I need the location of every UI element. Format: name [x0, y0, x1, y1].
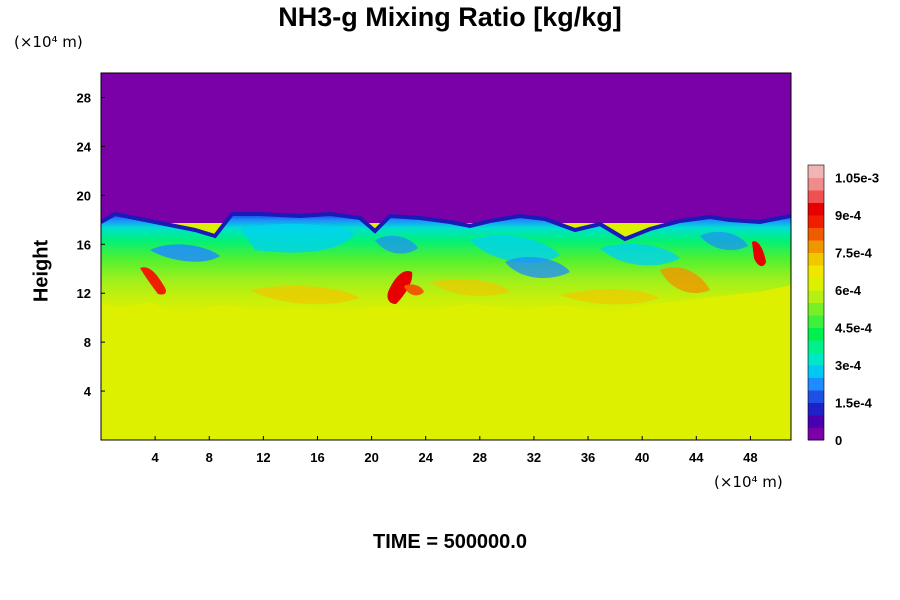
colorbar-label: 4.5e-4	[835, 321, 873, 336]
heatmap-warm-patch	[250, 285, 360, 305]
heatmap-eddy	[150, 244, 220, 262]
x-tick-label: 24	[418, 450, 433, 465]
y-axis-ticks: 4 8 12 16 20 24 28	[77, 90, 105, 399]
x-axis-ticks: 4 8 12 16 20 24 28 32 36 40 44 48	[152, 436, 758, 465]
colorbar-swatch	[808, 165, 824, 178]
heatmap-field	[101, 73, 791, 440]
colorbar-swatch	[808, 402, 824, 416]
colorbar-swatch	[808, 352, 824, 366]
colorbar-label: 9e-4	[835, 208, 862, 223]
y-tick-label: 4	[84, 384, 92, 399]
x-axis-unit: (×10⁴ m)	[714, 473, 783, 491]
colorbar-swatch	[808, 327, 824, 341]
x-tick-label: 16	[310, 450, 324, 465]
colorbar-swatch	[808, 302, 824, 316]
colorbar-label: 7.5e-4	[835, 246, 873, 261]
heatmap-eddy	[700, 231, 748, 251]
heatmap-hot-streak	[387, 270, 413, 304]
colorbar-swatch	[808, 215, 824, 228]
heatmap-eddy	[600, 243, 680, 266]
heatmap-eddy	[240, 223, 355, 253]
x-tick-label: 20	[364, 450, 378, 465]
time-label: TIME = 500000.0	[373, 531, 527, 553]
y-tick-label: 20	[77, 188, 91, 203]
x-tick-label: 28	[473, 450, 487, 465]
x-tick-label: 32	[527, 450, 541, 465]
heatmap-warm-patch	[430, 279, 510, 297]
x-tick-label: 48	[743, 450, 757, 465]
colorbar-swatch	[808, 265, 824, 278]
y-tick-label: 8	[84, 335, 91, 350]
x-tick-label: 8	[206, 450, 213, 465]
colorbar-frame	[807, 164, 825, 441]
heatmap-warm-patch	[560, 289, 660, 305]
colorbar-swatch	[808, 252, 824, 266]
heatmap-hot-streak	[752, 241, 766, 267]
heatmap-eddy	[505, 257, 570, 278]
heatmap-hot-streak	[404, 284, 424, 296]
colorbar-swatch	[808, 227, 824, 241]
colorbar-swatch	[808, 190, 824, 203]
chart-title: NH3-g Mixing Ratio [kg/kg]	[278, 2, 622, 32]
x-tick-label: 12	[256, 450, 270, 465]
y-axis-unit: (×10⁴ m)	[14, 33, 83, 51]
colorbar-label: 1.05e-3	[835, 171, 879, 186]
colorbar-swatch	[808, 390, 824, 403]
colorbar-swatch	[808, 377, 824, 391]
colorbar-swatch	[808, 290, 824, 303]
colorbar-swatch	[808, 177, 824, 191]
colorbar-swatch	[808, 202, 824, 216]
x-tick-label: 40	[635, 450, 649, 465]
heatmap-upper-region	[101, 73, 791, 223]
x-tick-label: 44	[689, 450, 704, 465]
heatmap-warm-patch	[660, 267, 710, 294]
x-tick-label: 36	[581, 450, 595, 465]
colorbar-swatch	[808, 415, 824, 428]
colorbar-label: 0	[835, 433, 842, 448]
y-tick-label: 24	[77, 139, 92, 154]
colorbar-swatch	[808, 340, 824, 353]
colorbar-swatch	[808, 315, 824, 328]
heatmap-eddy	[470, 235, 560, 263]
plot-frame	[100, 72, 792, 441]
colorbar: 0 1.5e-4 3e-4 4.5e-4 6e-4 7.5e-4 9e-4 1.05e-3	[807, 164, 879, 448]
y-tick-label: 28	[77, 90, 91, 105]
colorbar-swatch	[808, 427, 824, 441]
heatmap-hot-streak	[140, 267, 166, 295]
x-tick-label: 4	[152, 450, 160, 465]
colorbar-swatch	[808, 365, 824, 378]
heatmap-layer-fringe	[101, 211, 791, 242]
heatmap-eddy	[375, 235, 418, 254]
colorbar-label: 1.5e-4	[835, 396, 873, 411]
colorbar-swatch	[808, 240, 824, 253]
y-tick-label: 12	[77, 286, 91, 301]
colorbar-label: 6e-4	[835, 283, 862, 298]
y-tick-label: 16	[77, 237, 91, 252]
colorbar-label: 3e-4	[835, 358, 862, 373]
colorbar-swatch	[808, 277, 824, 291]
